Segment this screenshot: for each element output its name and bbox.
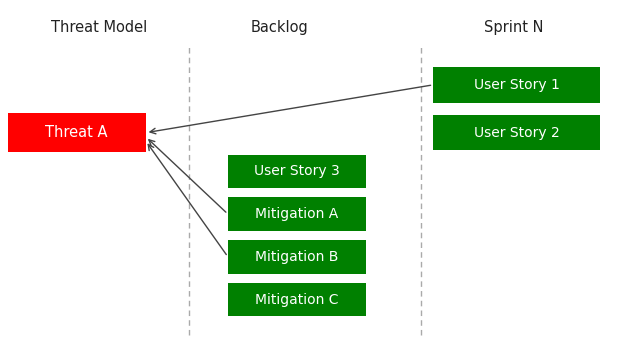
Text: Backlog: Backlog <box>250 20 308 35</box>
Bar <box>228 155 366 188</box>
Text: Mitigation C: Mitigation C <box>255 293 339 306</box>
Bar <box>228 240 366 274</box>
Text: Threat Model: Threat Model <box>51 20 148 35</box>
Bar <box>433 115 600 150</box>
Text: User Story 3: User Story 3 <box>254 165 340 178</box>
Text: User Story 1: User Story 1 <box>474 78 560 92</box>
Text: Threat A: Threat A <box>46 125 108 140</box>
Text: User Story 2: User Story 2 <box>474 126 560 140</box>
Text: Sprint N: Sprint N <box>484 20 543 35</box>
Bar <box>228 197 366 231</box>
Text: Mitigation B: Mitigation B <box>256 250 338 264</box>
Text: Mitigation A: Mitigation A <box>256 207 338 221</box>
Bar <box>228 283 366 316</box>
Bar <box>433 67 600 103</box>
Bar <box>8 113 146 152</box>
